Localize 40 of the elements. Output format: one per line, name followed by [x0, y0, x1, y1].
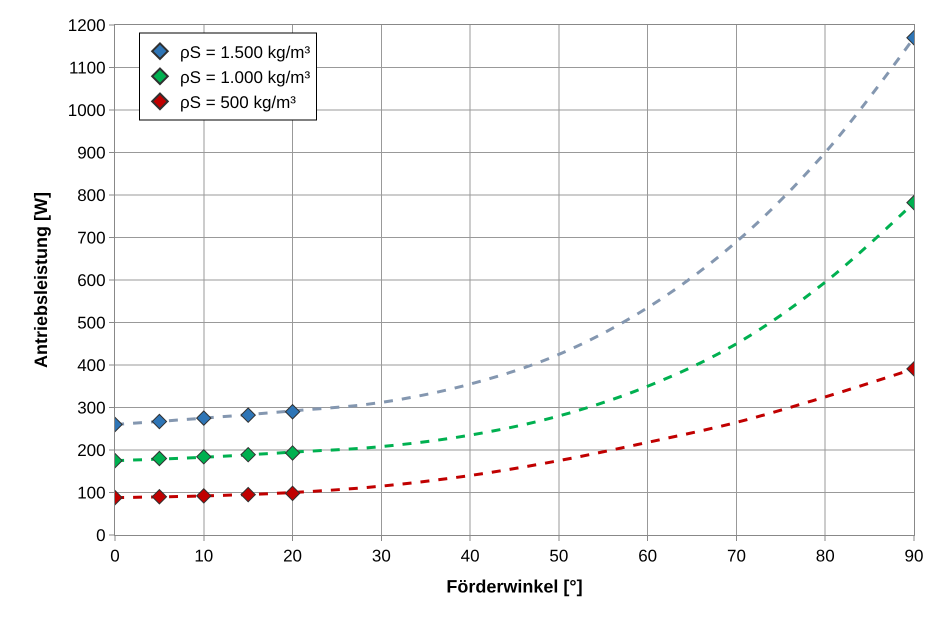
y-tick-label: 1200 — [68, 16, 106, 35]
y-axis-title: Antriebsleistung [W] — [30, 192, 51, 368]
y-tick-label: 400 — [77, 356, 106, 375]
x-tick-label: 80 — [816, 546, 835, 566]
x-tick-label: 50 — [549, 546, 568, 566]
point — [240, 486, 256, 502]
x-tick-label: 10 — [194, 546, 214, 566]
y-tick-label: 200 — [77, 440, 106, 460]
point — [152, 489, 168, 504]
x-axis-title: Förderwinkel [°] — [446, 576, 583, 596]
y-tick-label: 1100 — [69, 58, 106, 78]
point — [152, 414, 168, 430]
x-tick-label: 90 — [904, 546, 924, 566]
x-tick-label: 70 — [726, 546, 746, 566]
x-tick-label: 20 — [283, 546, 302, 566]
x-tick-label: 60 — [638, 546, 658, 566]
y-tick-label: 300 — [77, 398, 106, 418]
y-tick-label: 500 — [77, 313, 106, 332]
y-tick-label: 700 — [77, 228, 106, 248]
point — [196, 488, 212, 504]
point — [152, 450, 168, 466]
x-tick-label: 30 — [372, 546, 391, 566]
y-tick-label: 800 — [77, 186, 106, 205]
y-tick-label: 600 — [77, 270, 106, 290]
y-tick-label: 900 — [77, 143, 106, 162]
point — [284, 404, 300, 420]
legend-label: ρS = 1.500 kg/m³ — [180, 42, 310, 62]
legend-label: ρS = 500 kg/m³ — [180, 93, 296, 112]
y-tick-label: 0 — [96, 526, 106, 545]
point — [196, 410, 212, 426]
x-tick-label: 40 — [460, 546, 480, 566]
y-tick-label: 100 — [77, 483, 106, 502]
y-tick-label: 1000 — [68, 100, 106, 120]
point — [196, 449, 212, 464]
point — [284, 486, 300, 501]
point — [284, 445, 300, 461]
point — [240, 447, 256, 462]
x-tick-label: 0 — [110, 546, 120, 566]
legend-label: ρS = 1.000 kg/m³ — [180, 68, 310, 87]
point — [240, 408, 256, 423]
